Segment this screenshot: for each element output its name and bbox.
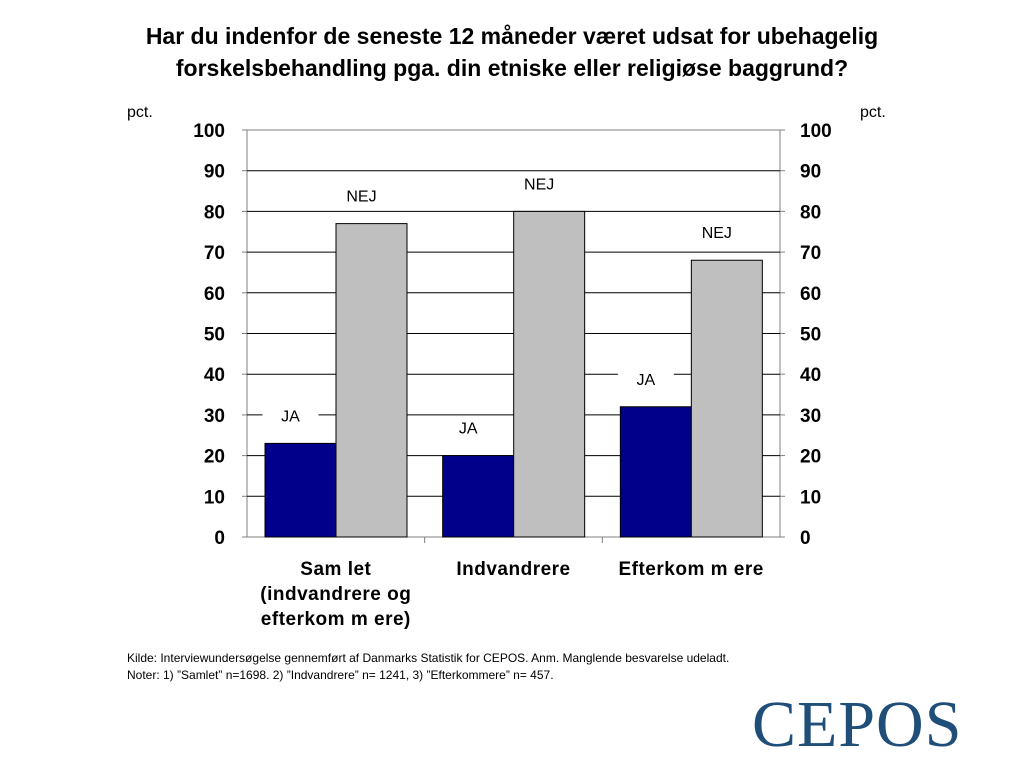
footnote: Kilde: Interviewundersøgelse gennemført … (127, 650, 729, 684)
footnote-source: Kilde: Interviewundersøgelse gennemført … (127, 651, 730, 665)
y-tick-label-left: 30 (204, 406, 225, 427)
data-label-background (617, 370, 674, 391)
bar-nej (690, 259, 763, 538)
y-tick-label-right: 50 (800, 325, 821, 346)
y-tick-label-right: 100 (800, 121, 832, 142)
y-tick-label-right: 60 (800, 284, 821, 305)
cepos-logo: CEPOS (752, 688, 963, 761)
y-tick-label-left: 50 (204, 325, 225, 346)
y-tick-label-left: 40 (204, 365, 225, 386)
x-category-label: efterkom m ere) (261, 609, 411, 630)
data-label-background (511, 175, 568, 196)
data-label-nej: NEJ (702, 225, 732, 242)
data-label-nej: NEJ (524, 176, 554, 193)
chart-title-line-1: Har du indenfor de seneste 12 måneder væ… (145, 23, 879, 49)
bar-nej (513, 210, 586, 538)
y-tick-label-right: 80 (800, 202, 821, 223)
y-tick-label-right: 30 (800, 406, 821, 427)
y-tick-label-right: 10 (800, 487, 821, 508)
bar-ja (619, 406, 692, 538)
y-tick-label-right: 70 (800, 243, 821, 264)
footnote-notes: Noter: 1) ”Samlet” n=1698. 2) ”Indvandre… (127, 668, 554, 682)
y-tick-label-right: 0 (800, 528, 811, 549)
y-tick-label-left: 70 (204, 243, 225, 264)
y-tick-label-left: 80 (204, 202, 225, 223)
y-tick-label-left: 90 (204, 162, 225, 183)
bar-ja (442, 455, 515, 538)
y-tick-label-right: 90 (800, 162, 821, 183)
y-tick-label-left: 20 (204, 447, 225, 468)
y-tick-label-right: 20 (800, 447, 821, 468)
y-tick-label-left: 100 (193, 121, 225, 142)
x-category-label: Indvandrere (456, 559, 570, 580)
data-label-background (333, 187, 390, 208)
x-category-label: Efterkom m ere (618, 559, 763, 580)
y-tick-label-right: 40 (800, 365, 821, 386)
y-tick-label-left: 60 (204, 284, 225, 305)
chart-title: Har du indenfor de seneste 12 måneder væ… (0, 20, 1024, 84)
y-tick-label-left: 0 (214, 528, 225, 549)
x-category-label: Sam let (300, 559, 371, 580)
data-label-background (688, 224, 745, 245)
y-tick-label-left: 10 (204, 487, 225, 508)
bar-chart: 0 0 10 10 20 20 30 30 40 40 50 50 60 60 70 70 80 80 90 90 10… (127, 104, 886, 630)
data-label-ja: JA (636, 372, 655, 389)
bar-nej (335, 223, 408, 538)
y-axis-unit-left: pct. (127, 104, 153, 121)
data-label-ja: JA (281, 408, 300, 425)
y-axis-unit-right: pct. (860, 104, 886, 121)
x-category-label: (indvandrere og (260, 584, 411, 605)
data-label-background (440, 419, 497, 440)
chart-title-line-2: forskelsbehandling pga. din etniske elle… (175, 55, 849, 81)
data-label-background (262, 407, 319, 428)
bar-ja (264, 442, 337, 538)
data-label-ja: JA (459, 421, 478, 438)
data-label-nej: NEJ (346, 189, 376, 206)
